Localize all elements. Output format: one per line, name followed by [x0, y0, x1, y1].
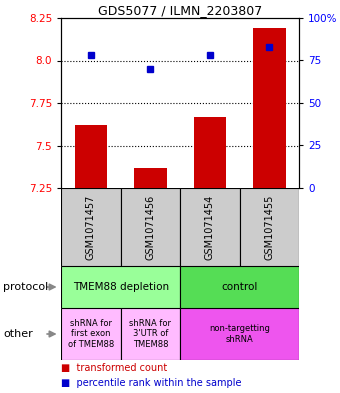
Text: GSM1071456: GSM1071456: [146, 195, 155, 260]
Text: other: other: [3, 329, 33, 339]
Bar: [253, 28, 286, 188]
Bar: [121, 188, 180, 266]
Bar: [240, 188, 299, 266]
Bar: [180, 266, 299, 308]
Text: GSM1071455: GSM1071455: [265, 194, 274, 260]
Text: ■  transformed count: ■ transformed count: [61, 364, 167, 373]
Bar: [134, 167, 167, 188]
Text: protocol: protocol: [3, 282, 49, 292]
Text: GSM1071457: GSM1071457: [86, 194, 96, 260]
Bar: [61, 266, 180, 308]
Bar: [61, 308, 121, 360]
Text: GSM1071454: GSM1071454: [205, 195, 215, 260]
Text: shRNA for
first exon
of TMEM88: shRNA for first exon of TMEM88: [68, 319, 114, 349]
Title: GDS5077 / ILMN_2203807: GDS5077 / ILMN_2203807: [98, 4, 262, 17]
Bar: [74, 125, 107, 188]
Text: TMEM88 depletion: TMEM88 depletion: [73, 282, 169, 292]
Text: ■  percentile rank within the sample: ■ percentile rank within the sample: [61, 378, 242, 389]
Text: non-targetting
shRNA: non-targetting shRNA: [209, 324, 270, 344]
Bar: [180, 308, 299, 360]
Bar: [61, 188, 121, 266]
Text: control: control: [222, 282, 258, 292]
Text: shRNA for
3'UTR of
TMEM88: shRNA for 3'UTR of TMEM88: [130, 319, 171, 349]
Bar: [180, 188, 240, 266]
Bar: [193, 117, 226, 188]
Bar: [121, 308, 180, 360]
